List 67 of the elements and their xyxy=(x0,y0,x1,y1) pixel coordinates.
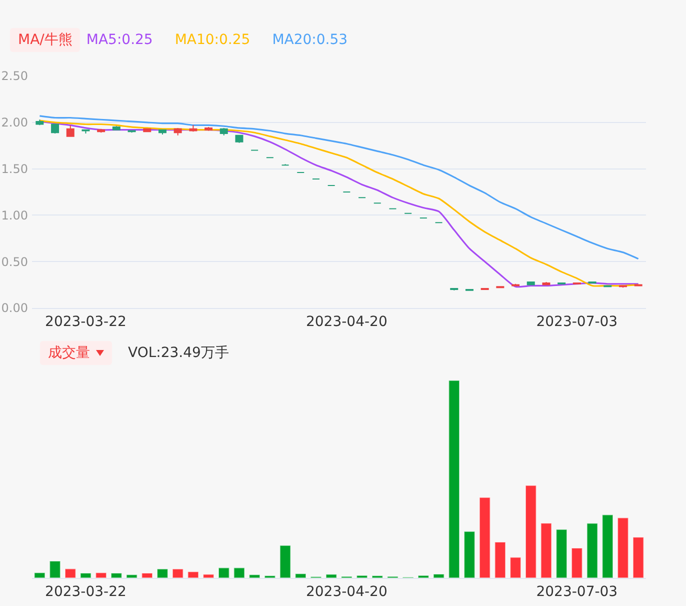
bar xyxy=(279,544,292,578)
text: MA5:0.25 xyxy=(86,32,153,48)
bar xyxy=(556,528,568,578)
candlestick xyxy=(51,124,60,134)
x-tick-label: 2023-07-03 xyxy=(536,314,618,330)
y-tick-label: 1.50 xyxy=(1,162,28,176)
bar xyxy=(540,522,552,578)
y-tick-label: 0.00 xyxy=(1,301,28,316)
text: VOL:23.49万手 xyxy=(128,344,229,362)
candlestick xyxy=(235,134,244,144)
y-tick-label: 0.50 xyxy=(1,254,28,269)
candlestick xyxy=(112,126,120,130)
bar xyxy=(525,484,537,578)
candlestick xyxy=(82,129,90,134)
bar xyxy=(478,496,491,578)
bar xyxy=(586,522,598,578)
bar xyxy=(418,574,430,578)
bar xyxy=(617,517,629,578)
candlestick xyxy=(189,124,198,132)
bar xyxy=(218,567,230,578)
bar xyxy=(187,571,200,578)
text: MA10:0.25 xyxy=(174,32,250,48)
candlestick xyxy=(36,119,44,126)
bar xyxy=(432,574,445,578)
chart-title: MA/牛熊 xyxy=(18,31,72,49)
candlestick xyxy=(66,124,74,137)
bar xyxy=(448,380,460,578)
x-tick-label: 2023-04-20 xyxy=(306,584,388,600)
line-series xyxy=(38,115,640,260)
bar xyxy=(264,575,276,578)
bar xyxy=(464,530,476,578)
bar xyxy=(126,574,138,578)
candlestick xyxy=(542,282,550,286)
bar xyxy=(34,572,46,578)
x-tick-label: 2023-07-03 xyxy=(536,584,618,600)
candlestick xyxy=(526,282,535,286)
bar xyxy=(49,560,61,578)
chart-title: 成交量 xyxy=(48,344,90,362)
bar xyxy=(294,573,306,578)
bar xyxy=(602,514,614,578)
bar xyxy=(571,547,583,578)
bar xyxy=(110,572,122,578)
candlestick xyxy=(220,127,228,136)
bar xyxy=(141,572,153,578)
x-tick-label: 2023-03-22 xyxy=(45,584,126,600)
bar xyxy=(372,575,384,578)
bar xyxy=(510,556,522,578)
bar xyxy=(356,574,368,578)
bar xyxy=(156,568,168,578)
bar xyxy=(95,572,107,578)
text: MA20:0.53 xyxy=(272,32,348,48)
y-tick-label: 1.00 xyxy=(1,208,28,222)
bar xyxy=(172,568,184,578)
bar xyxy=(494,542,506,578)
candlestick xyxy=(174,127,182,136)
bar xyxy=(64,568,76,578)
candlestick xyxy=(204,126,213,132)
y-tick-label: 2.00 xyxy=(1,116,28,130)
bar xyxy=(632,536,644,578)
bar xyxy=(248,574,260,578)
bar xyxy=(325,574,338,578)
x-tick-label: 2023-04-20 xyxy=(306,314,388,330)
bar xyxy=(202,574,214,578)
x-tick-label: 2023-03-22 xyxy=(45,314,126,330)
y-tick-label: 2.50 xyxy=(1,69,28,84)
bar xyxy=(233,567,246,578)
bar xyxy=(80,572,92,578)
